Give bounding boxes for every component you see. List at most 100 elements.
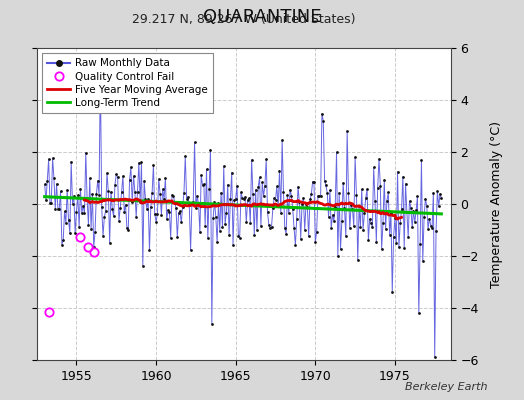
- Point: [275, 168, 283, 174]
- Point: [133, 189, 141, 195]
- Point: [128, 199, 136, 206]
- Point: [351, 154, 359, 160]
- Point: [290, 225, 298, 232]
- Point: [416, 240, 424, 247]
- Point: [119, 173, 127, 179]
- Point: [124, 227, 133, 233]
- Point: [411, 219, 419, 226]
- Point: [277, 210, 285, 217]
- Point: [340, 205, 348, 211]
- Point: [192, 205, 200, 211]
- Point: [320, 178, 329, 184]
- Point: [100, 214, 108, 220]
- Point: [108, 206, 116, 212]
- Point: [181, 153, 190, 160]
- Point: [45, 156, 53, 162]
- Point: [224, 181, 232, 188]
- Point: [437, 195, 445, 202]
- Point: [152, 218, 160, 225]
- Point: [312, 228, 321, 235]
- Point: [280, 225, 289, 232]
- Point: [412, 207, 420, 213]
- Point: [431, 354, 439, 361]
- Point: [346, 225, 354, 231]
- Point: [129, 172, 138, 179]
- Point: [179, 204, 187, 210]
- Point: [343, 128, 351, 134]
- Point: [78, 210, 86, 216]
- Point: [402, 209, 411, 215]
- Point: [47, 200, 56, 206]
- Point: [225, 232, 233, 238]
- Point: [84, 222, 93, 228]
- Point: [168, 192, 176, 198]
- Point: [381, 226, 390, 232]
- Point: [46, 200, 54, 206]
- Point: [172, 205, 180, 211]
- Point: [165, 208, 173, 215]
- Point: [322, 182, 330, 188]
- Point: [282, 230, 290, 237]
- Point: [366, 216, 374, 222]
- Point: [436, 190, 444, 197]
- Point: [90, 244, 98, 250]
- Point: [189, 198, 198, 205]
- Point: [384, 189, 392, 196]
- Point: [433, 188, 442, 195]
- Point: [362, 195, 370, 201]
- Point: [112, 171, 121, 178]
- Point: [323, 190, 332, 196]
- Point: [234, 232, 243, 239]
- Point: [283, 192, 292, 198]
- Point: [180, 190, 188, 196]
- Point: [232, 195, 240, 202]
- Point: [176, 208, 184, 214]
- Point: [299, 195, 308, 202]
- Point: [242, 219, 250, 226]
- Point: [145, 247, 154, 254]
- Point: [287, 192, 296, 199]
- Point: [226, 196, 235, 202]
- Point: [286, 186, 294, 193]
- Point: [204, 235, 212, 242]
- Point: [113, 174, 122, 180]
- Point: [259, 193, 268, 199]
- Point: [213, 239, 221, 246]
- Point: [375, 156, 383, 162]
- Point: [80, 210, 89, 216]
- Point: [337, 218, 346, 224]
- Point: [147, 204, 155, 210]
- Point: [352, 191, 361, 198]
- Point: [185, 202, 193, 208]
- Point: [315, 193, 323, 199]
- Point: [91, 228, 99, 235]
- Point: [292, 216, 301, 222]
- Point: [307, 191, 315, 198]
- Point: [83, 196, 91, 202]
- Point: [141, 196, 150, 202]
- Point: [297, 235, 305, 242]
- Point: [197, 172, 205, 178]
- Point: [54, 206, 62, 212]
- Point: [153, 211, 161, 217]
- Point: [193, 193, 201, 199]
- Point: [360, 210, 368, 216]
- Point: [300, 226, 309, 233]
- Point: [99, 232, 107, 239]
- Point: [420, 214, 428, 220]
- Point: [206, 146, 215, 153]
- Point: [150, 211, 159, 218]
- Point: [174, 210, 183, 216]
- Point: [66, 230, 74, 236]
- Point: [355, 202, 363, 209]
- Point: [421, 196, 430, 202]
- Point: [246, 220, 255, 226]
- Point: [227, 169, 236, 176]
- Point: [330, 218, 338, 224]
- Point: [63, 187, 71, 193]
- Point: [212, 213, 220, 220]
- Point: [303, 204, 312, 210]
- Point: [326, 187, 334, 194]
- Point: [156, 190, 164, 197]
- Point: [73, 192, 82, 199]
